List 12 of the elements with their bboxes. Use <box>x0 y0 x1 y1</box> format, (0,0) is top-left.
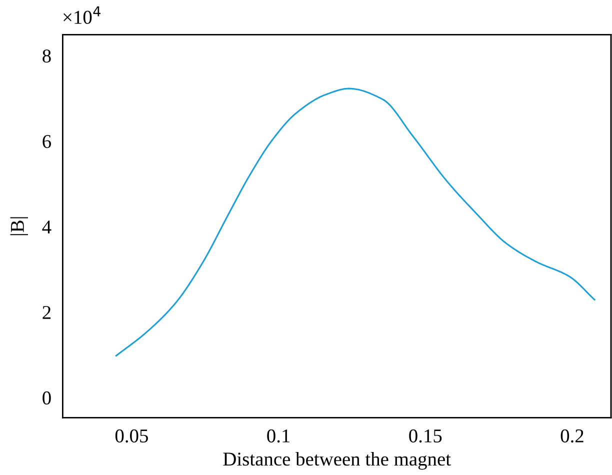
text: ×10$^{4}$ <box>64 6 100 24</box>
x-axis-title: Distance between the magnet <box>223 452 451 470</box>
y-tick-label: 6 <box>42 135 52 148</box>
y-tick-label: 2 <box>42 306 51 319</box>
x-tick-label: 0.15 <box>409 429 442 443</box>
y-tick-label: 4 <box>42 220 52 234</box>
x-tick-label: 0.1 <box>267 429 290 443</box>
x-tick-label: 0.05 <box>115 429 148 443</box>
x-tick-label: 0.2 <box>560 429 584 443</box>
y-tick-label: 0 <box>42 391 51 405</box>
y-axis-title: |B| <box>10 217 28 236</box>
y-tick-label: 8 <box>42 49 51 63</box>
